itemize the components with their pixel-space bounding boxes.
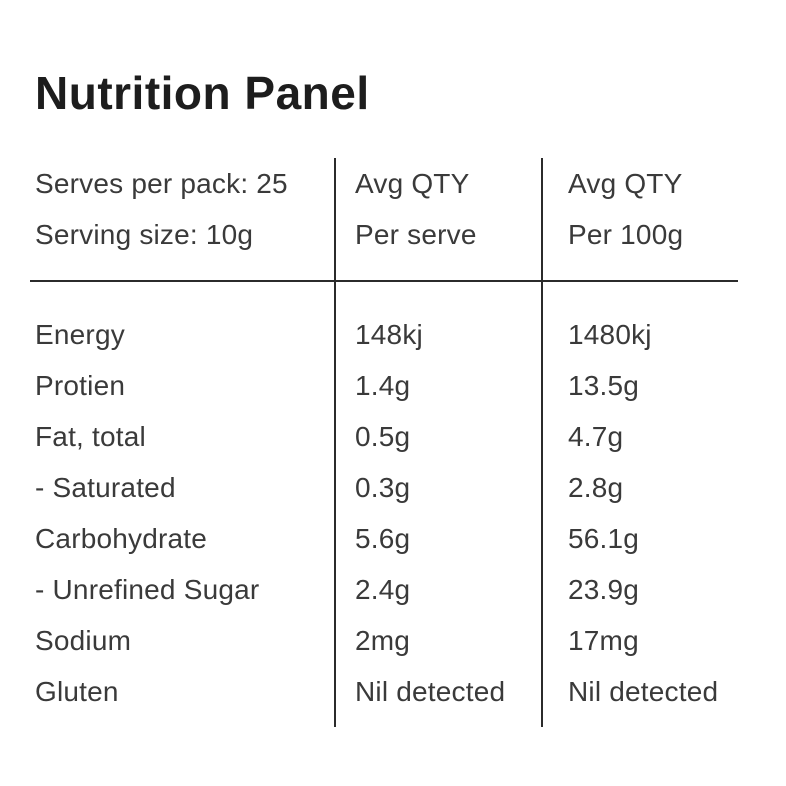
table-row-protein: Protien 1.4g 13.5g xyxy=(35,360,775,411)
per-serve-value: 2mg xyxy=(355,624,411,656)
page-title: Nutrition Panel xyxy=(35,67,370,119)
per-serve-value: 0.3g xyxy=(355,471,411,503)
per-serve-value: 148kj xyxy=(355,318,423,350)
column-divider-left xyxy=(334,158,336,727)
table-header-row-1: Serves per pack: 25 Avg QTY Avg QTY xyxy=(35,158,775,209)
header-divider-line xyxy=(30,280,738,282)
per-100g-value: Nil detected xyxy=(568,675,719,707)
nutrient-label: Energy xyxy=(35,318,125,350)
per-serve-column-title: Avg QTY xyxy=(355,167,470,199)
table-row-energy: Energy 148kj 1480kj xyxy=(35,309,775,360)
table-header: Serves per pack: 25 Avg QTY Avg QTY Serv… xyxy=(35,158,775,260)
table-row-unrefined-sugar: - Unrefined Sugar 2.4g 23.9g xyxy=(35,564,775,615)
per-100g-value: 4.7g xyxy=(568,420,624,452)
table-body: Energy 148kj 1480kj Protien 1.4g 13.5g F… xyxy=(35,309,775,717)
nutrient-label: Carbohydrate xyxy=(35,522,208,554)
table-row-fat-total: Fat, total 0.5g 4.7g xyxy=(35,411,775,462)
per-serve-column-subtitle: Per serve xyxy=(355,218,477,250)
table-row-sodium: Sodium 2mg 17mg xyxy=(35,615,775,666)
serving-size-label: Serving size: 10g xyxy=(35,218,254,250)
per-serve-value: 5.6g xyxy=(355,522,411,554)
nutrient-label: Protien xyxy=(35,369,126,401)
per-serve-value: 0.5g xyxy=(355,420,411,452)
per-serve-value: 2.4g xyxy=(355,573,411,605)
nutrient-label: - Saturated xyxy=(35,471,176,503)
table-header-row-2: Serving size: 10g Per serve Per 100g xyxy=(35,209,775,260)
table-row-carbohydrate: Carbohydrate 5.6g 56.1g xyxy=(35,513,775,564)
nutrient-label: - Unrefined Sugar xyxy=(35,573,260,605)
table-row-saturated-fat: - Saturated 0.3g 2.8g xyxy=(35,462,775,513)
per-100g-value: 23.9g xyxy=(568,573,640,605)
nutrient-label: Gluten xyxy=(35,675,119,707)
per-serve-value: 1.4g xyxy=(355,369,411,401)
per-100g-value: 1480kj xyxy=(568,318,652,350)
per-100g-value: 17mg xyxy=(568,624,639,656)
column-divider-right xyxy=(541,158,543,727)
per-100g-column-subtitle: Per 100g xyxy=(568,218,684,250)
per-100g-column-title: Avg QTY xyxy=(568,167,683,199)
per-100g-value: 2.8g xyxy=(568,471,624,503)
nutrient-label: Sodium xyxy=(35,624,132,656)
per-100g-value: 13.5g xyxy=(568,369,640,401)
nutrient-label: Fat, total xyxy=(35,420,146,452)
per-serve-value: Nil detected xyxy=(355,675,506,707)
per-100g-value: 56.1g xyxy=(568,522,640,554)
serves-per-pack-label: Serves per pack: 25 xyxy=(35,167,288,199)
table-row-gluten: Gluten Nil detected Nil detected xyxy=(35,666,775,717)
